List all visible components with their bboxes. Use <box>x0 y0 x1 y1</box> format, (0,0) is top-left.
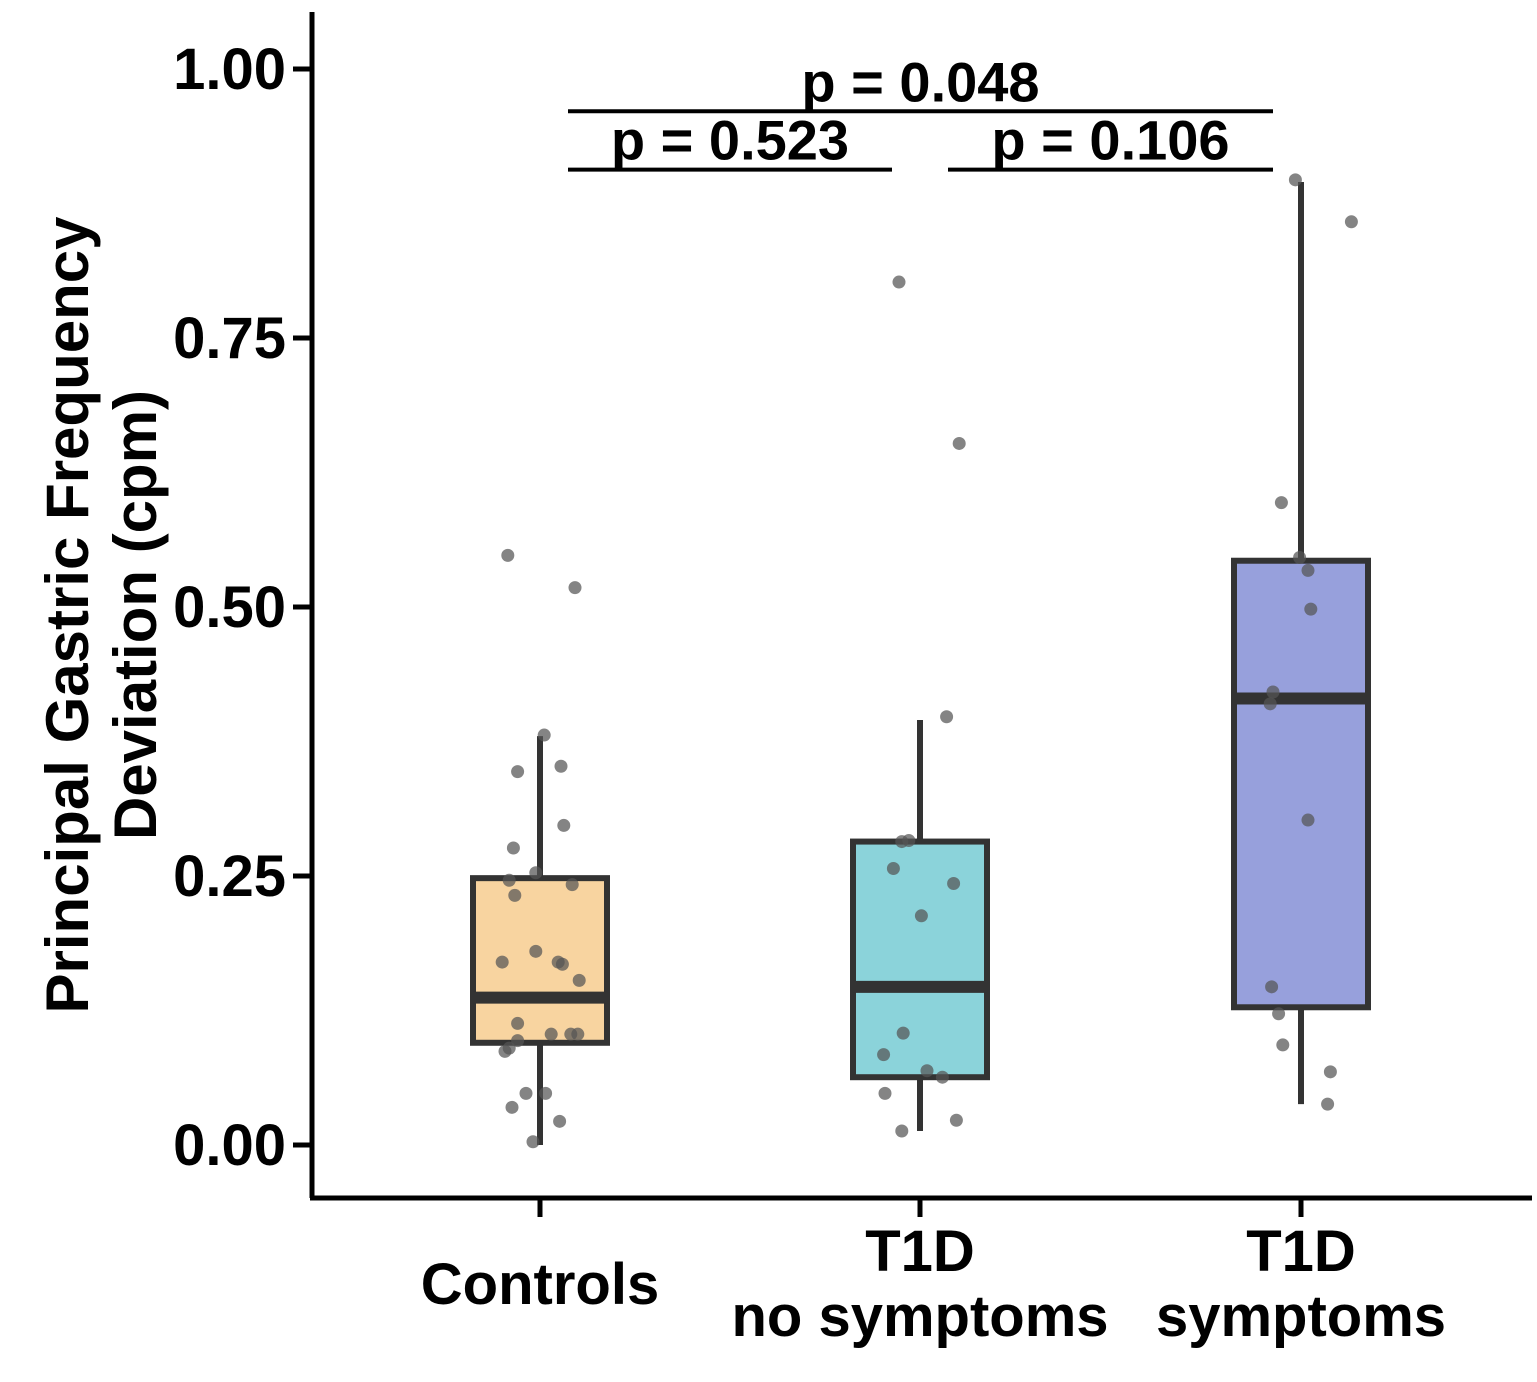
data-point <box>895 1124 909 1138</box>
y-tick-label: 0.00 <box>173 1113 286 1178</box>
data-point <box>519 1086 533 1100</box>
p-value-label: p = 0.048 <box>801 50 1039 113</box>
data-point <box>1301 563 1315 577</box>
data-point <box>1323 1065 1337 1079</box>
y-tick-label: 0.75 <box>173 306 286 371</box>
box-group-1 <box>850 719 990 1132</box>
data-point <box>949 1113 963 1127</box>
data-point <box>896 1026 910 1040</box>
data-point <box>1266 685 1280 699</box>
y-tick-label: 0.50 <box>173 575 286 640</box>
data-point <box>935 1070 949 1084</box>
data-point <box>511 1016 525 1030</box>
data-point <box>565 878 579 892</box>
data-point <box>1301 813 1315 827</box>
data-point <box>557 818 571 832</box>
data-point <box>529 944 543 958</box>
x-category-label: T1D <box>1246 1219 1356 1284</box>
x-category-label: symptoms <box>1156 1284 1446 1349</box>
data-point <box>878 1086 892 1100</box>
y-ticks: 0.00 0.25 0.50 0.75 1.00 <box>173 37 312 1178</box>
data-point <box>526 1135 540 1149</box>
y-axis-title-line: Deviation (cpm) <box>102 390 169 840</box>
data-point <box>952 436 966 450</box>
data-point <box>511 765 525 779</box>
data-point <box>502 873 516 887</box>
boxes <box>470 181 1371 1145</box>
data-point <box>508 888 522 902</box>
y-tick-label: 0.25 <box>173 844 286 909</box>
data-point <box>1265 980 1279 994</box>
box-group-0 <box>470 736 610 1145</box>
data-points <box>495 173 1358 1149</box>
data-point <box>571 1027 585 1041</box>
data-point <box>539 1086 553 1100</box>
data-point <box>495 955 509 969</box>
data-point <box>1304 602 1318 616</box>
p-value-label: p = 0.106 <box>991 109 1229 172</box>
data-point <box>511 1034 525 1048</box>
data-point <box>506 841 520 855</box>
data-point <box>544 1027 558 1041</box>
data-point <box>529 866 543 880</box>
y-axis-title-line: Principal Gastric Frequency <box>34 216 101 1014</box>
data-point <box>568 581 582 595</box>
data-point <box>892 275 906 289</box>
x-category-label: Controls <box>421 1252 659 1317</box>
data-point <box>920 1064 934 1078</box>
data-point <box>555 957 569 971</box>
data-point <box>553 1114 567 1128</box>
data-point <box>1293 551 1307 565</box>
data-point <box>1272 1007 1286 1021</box>
data-point <box>501 548 515 562</box>
y-axis-label: Principal Gastric Frequency Deviation (cp… <box>34 216 169 1014</box>
data-point <box>940 710 954 724</box>
data-point <box>554 759 568 773</box>
iqr-box <box>470 875 610 1046</box>
data-point <box>886 861 900 875</box>
data-point <box>498 1044 512 1058</box>
data-point <box>572 973 586 987</box>
data-point <box>1276 1038 1290 1052</box>
data-point <box>1288 173 1302 187</box>
data-point <box>537 728 551 742</box>
data-point <box>947 877 961 891</box>
data-point <box>877 1048 891 1062</box>
y-tick-label: 1.00 <box>173 37 286 102</box>
data-point <box>1263 697 1277 711</box>
data-point <box>1321 1097 1335 1111</box>
data-point <box>505 1100 519 1114</box>
iqr-box <box>850 838 990 1081</box>
x-category-label: no symptoms <box>731 1284 1108 1349</box>
iqr-box <box>1231 557 1371 1011</box>
x-category-label: T1D <box>865 1219 975 1284</box>
data-point <box>1344 215 1358 229</box>
p-value-label: p = 0.523 <box>611 109 849 172</box>
box-group-2 <box>1231 181 1371 1105</box>
data-point <box>914 909 928 923</box>
data-point <box>1274 496 1288 510</box>
data-point <box>902 833 916 847</box>
